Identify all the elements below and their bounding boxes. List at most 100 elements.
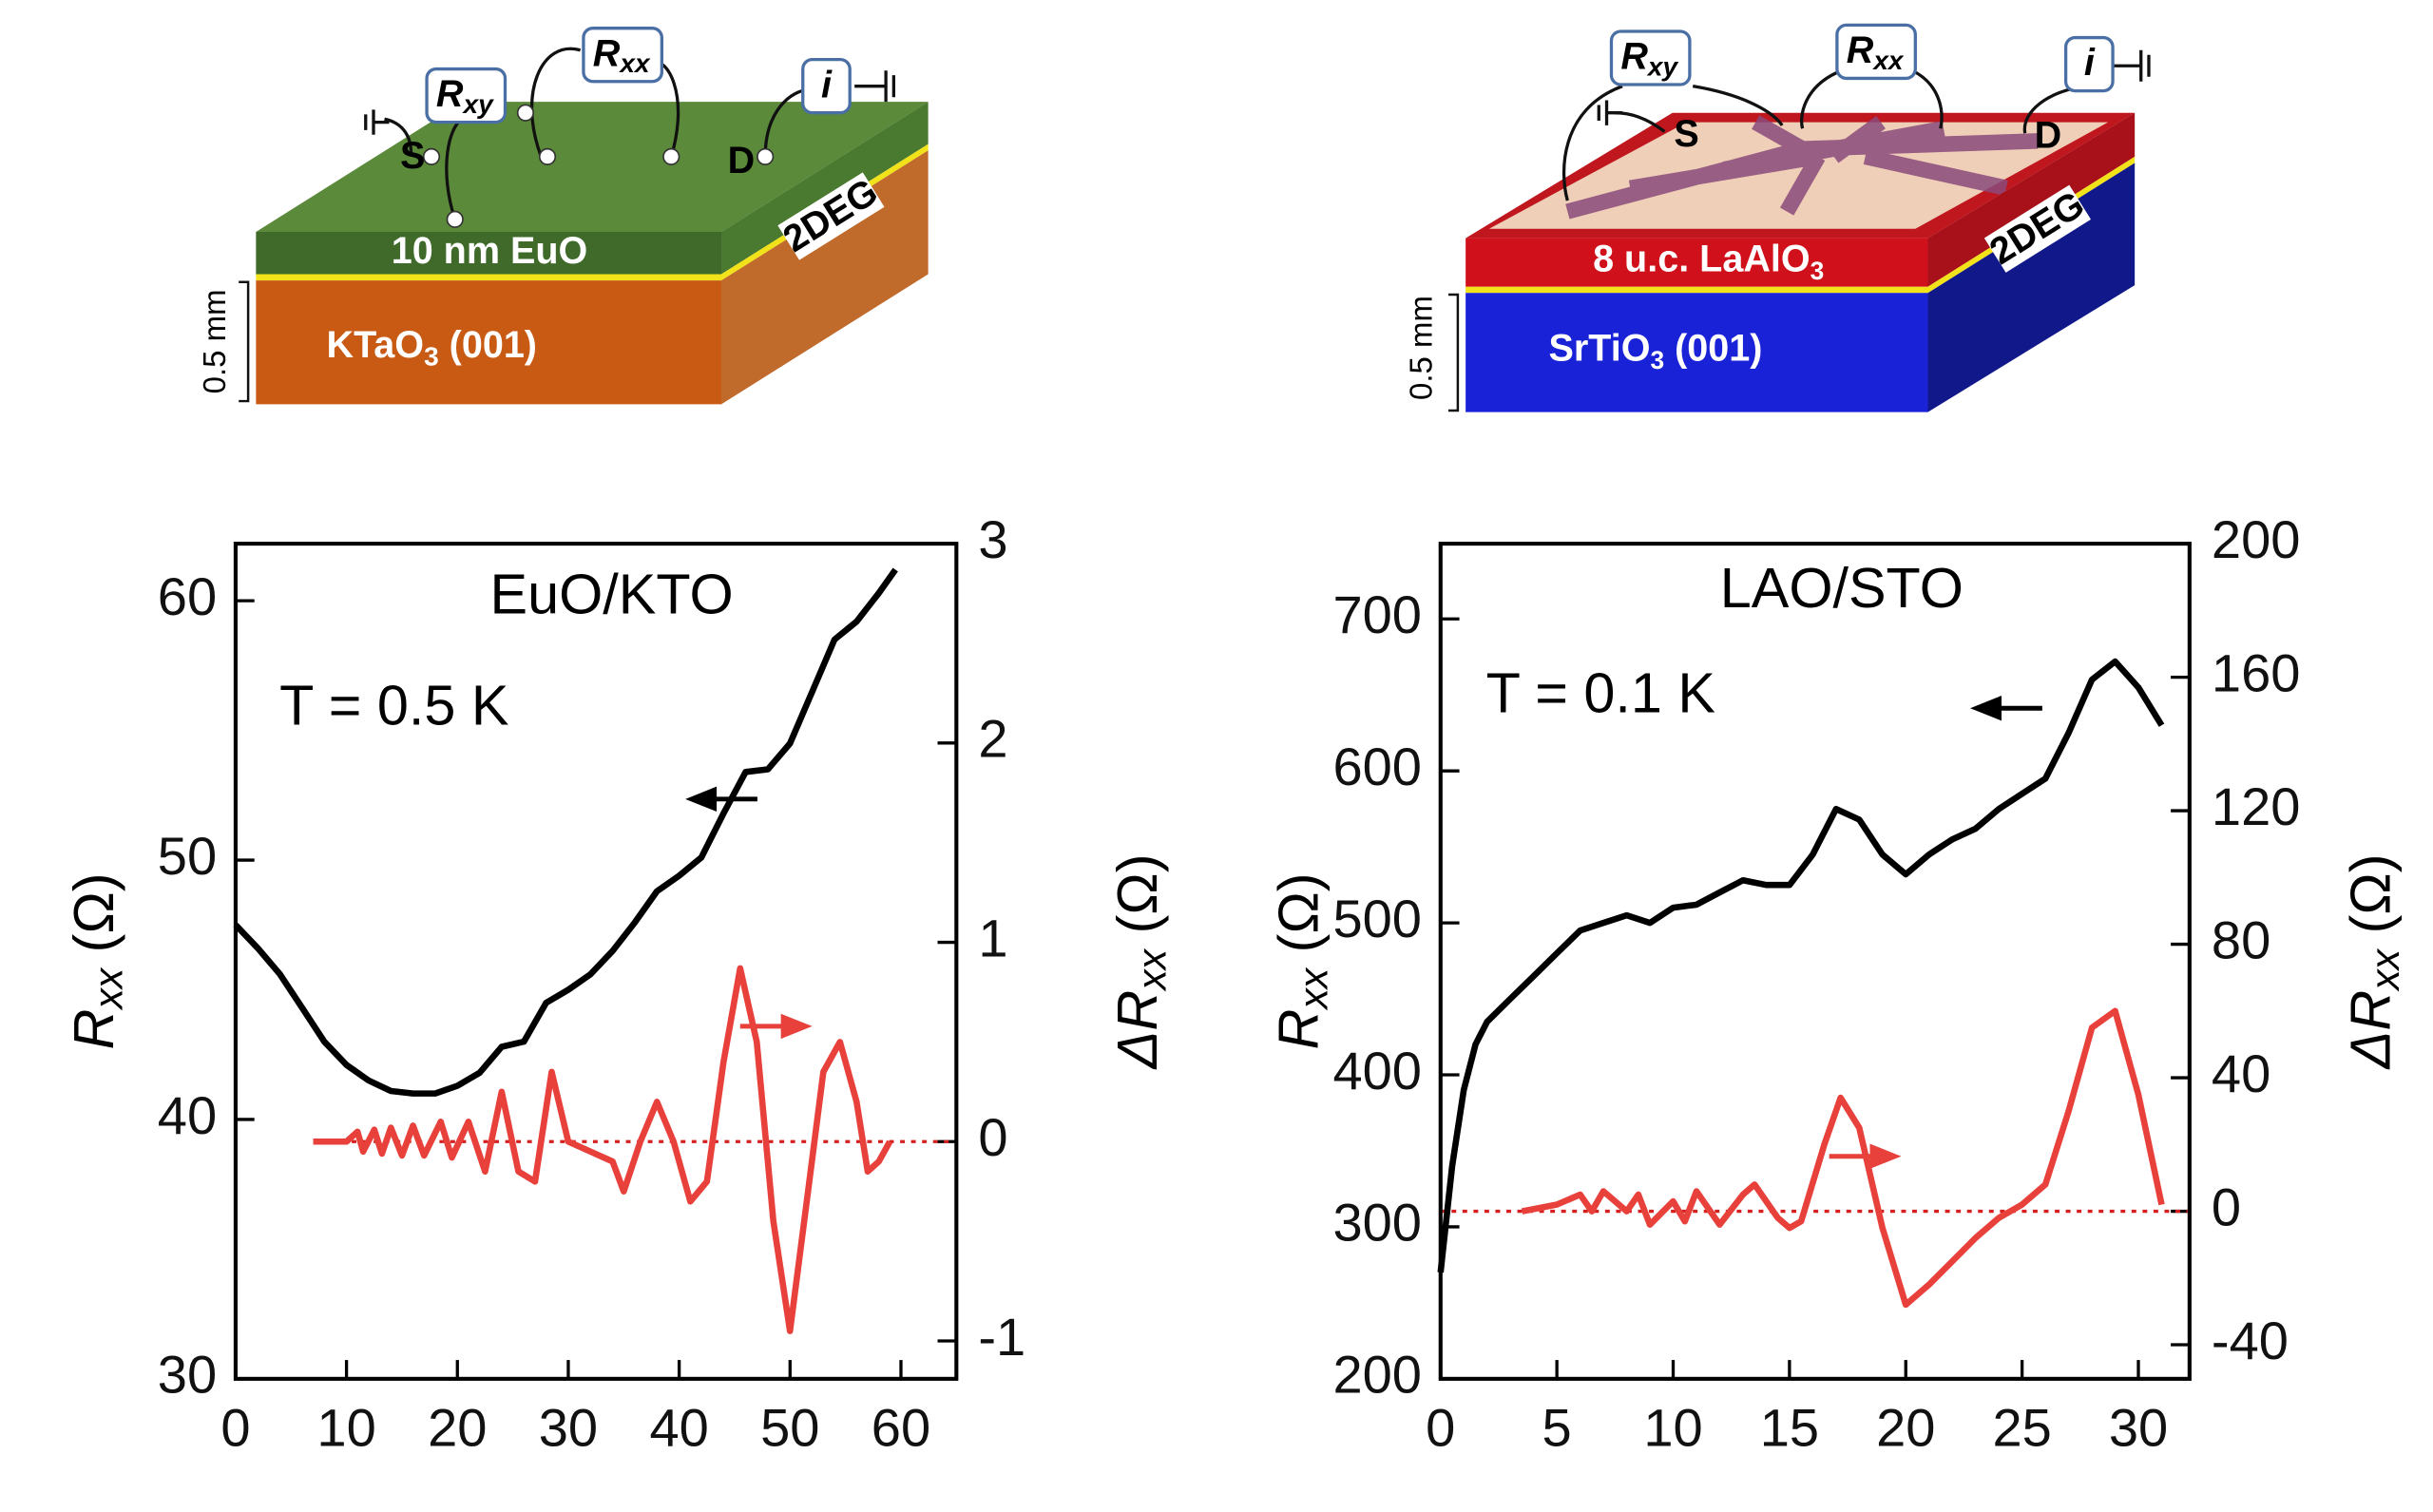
drain-label: D [2035, 115, 2062, 157]
substrate-label: SrTiO [1549, 328, 1651, 370]
x-tick-label: 40 [649, 1398, 708, 1458]
label-box [777, 172, 885, 260]
probe-label: Rxy [1620, 36, 1678, 82]
y2-tick-label: 160 [2212, 642, 2301, 702]
x-tick-label: 50 [760, 1398, 819, 1458]
y-tick-label: 500 [1332, 889, 1422, 948]
probe-label: i [821, 65, 833, 106]
axis-label: ΔRxx (Ω) [2338, 854, 2408, 1071]
arrow-head [780, 1013, 813, 1040]
film-label: 8 u.c. LaAlO3 [1593, 239, 1824, 285]
probe-label: Rxx [1847, 30, 1905, 76]
probe-label: i [821, 65, 833, 106]
y-tick-label: 700 [1332, 584, 1422, 644]
axis-label-unit: (Ω) [61, 872, 125, 967]
axis-label-main: R [61, 1009, 125, 1050]
axis-label-main: R [1266, 1009, 1330, 1050]
arrow-head [685, 786, 718, 813]
substrate-subscript: 3 [1650, 346, 1664, 374]
film-layer [1466, 238, 1928, 287]
top-face [256, 102, 929, 233]
chart-title: EuO/KTO [490, 562, 734, 625]
axis-label-unit: (Ω) [2338, 854, 2402, 949]
y2-tick-label: 120 [2212, 776, 2301, 836]
chart-title: LAO/STO [1720, 556, 1964, 620]
interface-layer [256, 274, 722, 281]
data-line [1437, 658, 2165, 1273]
x-tick-label: 10 [316, 1398, 375, 1458]
axis-label-main: ΔR [2338, 990, 2402, 1071]
y-tick-label: 40 [158, 1085, 217, 1145]
probe-label: R [1620, 36, 1648, 78]
probe-label: R [1847, 30, 1874, 72]
axis-label: Rxx (Ω) [61, 872, 131, 1049]
x-tick-label: 30 [539, 1398, 598, 1458]
y2-tick-label: 0 [978, 1107, 1007, 1167]
substrate-side [721, 150, 929, 405]
y2-tick-label: 200 [2212, 509, 2301, 569]
plot-frame [233, 542, 959, 1381]
interface-layer [1466, 286, 1928, 294]
film-label: 10 nm EuO [392, 231, 588, 273]
y-tick-label: 200 [1332, 1345, 1422, 1405]
probe-label: i [2084, 43, 2096, 85]
x-tick-label: 25 [1992, 1398, 2051, 1458]
substrate-label: KTaO [327, 324, 425, 366]
film-label: 8 u.c. LaAlO [1593, 239, 1810, 280]
source-label: S [1674, 113, 1698, 155]
axis-label-subscript: xx [2364, 947, 2409, 991]
probe-box [425, 67, 508, 124]
thickness-label: 0.5 mm [197, 289, 232, 393]
film-subscript: 3 [1810, 257, 1825, 285]
y2-tick-label: -40 [2212, 1311, 2289, 1370]
annotation: T = 0.5 K [279, 674, 508, 737]
x-tick-label: 20 [428, 1398, 487, 1458]
probe-label: R [593, 33, 621, 75]
y-tick-label: 60 [158, 566, 217, 626]
thickness-label: 0.5 mm [1403, 296, 1438, 400]
y2-tick-label: -1 [978, 1307, 1025, 1367]
probe-label: i [2084, 43, 2096, 85]
film-label: 10 nm EuO [392, 231, 588, 273]
plot-frame [1438, 542, 2192, 1381]
probe-box [1609, 29, 1692, 86]
data-line [1521, 1007, 2165, 1309]
y2-tick-label: 40 [2212, 1043, 2270, 1103]
ground [364, 109, 390, 135]
axis-label-unit: (Ω) [1105, 854, 1169, 949]
x-tick-label: 20 [1876, 1398, 1935, 1458]
substrate-label: (001) [439, 324, 537, 366]
axis-label: ΔRxx (Ω) [1105, 854, 1176, 1071]
annotation: T = 0.1 K [1486, 660, 1715, 724]
thickness-bracket [239, 280, 250, 403]
film-side [1927, 112, 2136, 287]
probe-box [801, 58, 852, 115]
probe-label: Rxx [593, 33, 651, 79]
device-diagram: Rxy Rxx i S D 8 u.c. LaAlO3 2DEG SrTiO3 … [1403, 23, 2151, 412]
data-line [233, 567, 898, 1097]
y-tick-label: 400 [1332, 1041, 1422, 1101]
y2-tick-label: 1 [978, 908, 1007, 967]
ground [1597, 100, 1623, 125]
y2-tick-label: 2 [978, 709, 1007, 769]
axis-label-subscript: xx [1292, 967, 1337, 1010]
data-line [313, 965, 893, 1334]
device-diagram: Rxy Rxx i S D 10 nm EuO 2DEG KTaO3 (001)… [197, 27, 929, 405]
y-tick-label: 300 [1332, 1193, 1422, 1253]
probe-subscript: xy [1646, 52, 1679, 82]
probe-subscript: xy [462, 90, 495, 120]
substrate-front [256, 280, 722, 405]
probe-subscript: xx [1871, 46, 1905, 75]
x-tick-label: 30 [2109, 1398, 2168, 1458]
probe-box [2063, 35, 2115, 93]
y-tick-label: 50 [158, 826, 217, 886]
x-tick-label: 0 [1426, 1398, 1455, 1458]
substrate-label: SrTiO3 (001) [1549, 328, 1763, 374]
substrate-front [1466, 293, 1928, 412]
x-tick-label: 5 [1542, 1398, 1572, 1458]
film-side [721, 102, 929, 275]
source-label: S [400, 135, 425, 177]
axis-label-unit: (Ω) [1266, 872, 1330, 967]
x-tick-label: 0 [220, 1398, 250, 1458]
